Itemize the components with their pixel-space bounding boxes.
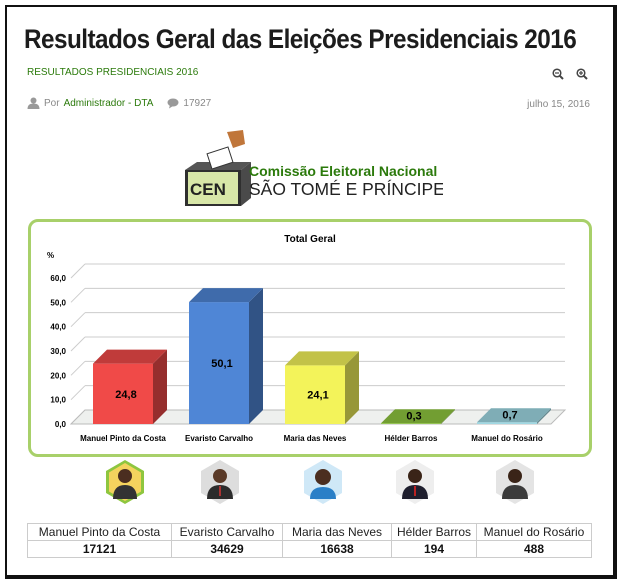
candidate-photo <box>304 460 342 504</box>
result-name-cell: Maria das Neves <box>282 523 392 541</box>
result-votes-cell: 488 <box>476 540 592 558</box>
logo-line2: SÃO TOMÉ E PRÍNCIPE <box>249 178 443 199</box>
grid-line <box>70 360 86 376</box>
bar <box>477 422 537 424</box>
bar-value-label: 0,3 <box>406 410 421 422</box>
candidate-photo <box>496 460 534 504</box>
ballot-box-icon <box>185 130 251 206</box>
result-name-cell: Manuel Pinto da Costa <box>27 523 172 541</box>
y-tick-label: 30,0 <box>50 347 66 356</box>
results-chart: Total Geral % 0,0 10,0 20,0 30,0 40,0 50,0 60,… <box>28 219 592 457</box>
bar-value-label: 24,1 <box>307 390 328 402</box>
grid-line <box>70 336 86 352</box>
bar <box>381 423 441 424</box>
candidate-photo <box>106 460 144 504</box>
results-names-row: Manuel Pinto da Costa Evaristo Carvalho … <box>27 523 592 541</box>
bar-top <box>189 288 263 303</box>
post-meta: Por Administrador - DTA 17927 <box>27 97 211 109</box>
y-tick-label: 40,0 <box>50 323 66 332</box>
candidate-photo <box>396 460 434 504</box>
grid-line <box>70 287 86 303</box>
comment-count[interactable]: 17927 <box>183 97 212 109</box>
category-link[interactable]: RESULTADOS PRESIDENCIAIS 2016 <box>27 67 199 78</box>
x-tick-label: Maria das Neves <box>284 434 347 443</box>
result-votes-cell: 17121 <box>27 540 172 558</box>
x-tick-label: Manuel do Rosário <box>471 434 543 443</box>
y-tick-label: 10,0 <box>50 396 66 405</box>
chart-title: Total Geral <box>284 234 336 245</box>
bar <box>285 365 345 424</box>
y-tick-label: 20,0 <box>50 371 66 380</box>
y-axis-unit: % <box>47 251 55 260</box>
y-tick-label: 50,0 <box>50 298 66 307</box>
zoom-out-icon[interactable] <box>552 68 564 80</box>
bar <box>93 363 153 424</box>
logo-abbr: CEN <box>190 180 226 199</box>
bar <box>189 302 249 424</box>
x-tick-label: Hélder Barros <box>385 434 438 443</box>
bar-top <box>477 408 551 423</box>
results-votes-row: 17121 34629 16638 194 488 <box>27 540 592 558</box>
y-tick-label: 60,0 <box>50 274 66 283</box>
bar-side <box>537 408 551 424</box>
bar-side <box>153 349 167 424</box>
result-name-cell: Manuel do Rosário <box>476 523 592 541</box>
grid-line <box>70 312 86 328</box>
logo-line1: Comissão Eleitoral Nacional <box>249 163 437 179</box>
y-tick-label: 0,0 <box>55 420 67 429</box>
by-prefix: Por <box>44 97 60 109</box>
result-votes-cell: 16638 <box>282 540 392 558</box>
cen-logo: CEN Comissão Eleitoral Nacional SÃO TOMÉ… <box>185 130 443 206</box>
bar-top <box>381 409 455 424</box>
result-name-cell: Evaristo Carvalho <box>171 523 283 541</box>
x-tick-label: Manuel Pinto da Costa <box>80 434 166 443</box>
bar-side <box>441 409 455 424</box>
x-tick-label: Evaristo Carvalho <box>185 434 253 443</box>
author-link[interactable]: Administrador - DTA <box>63 97 154 109</box>
user-icon <box>27 97 40 109</box>
grid-line <box>70 385 86 401</box>
candidate-photo <box>201 460 239 504</box>
grid-line <box>70 263 86 279</box>
bar-value-label: 24,8 <box>115 389 136 401</box>
bar-top <box>93 349 167 364</box>
result-votes-cell: 194 <box>391 540 477 558</box>
results-table: Manuel Pinto da Costa Evaristo Carvalho … <box>27 523 592 558</box>
result-name-cell: Hélder Barros <box>391 523 477 541</box>
post-date: julho 15, 2016 <box>527 99 590 110</box>
bar-side <box>345 351 359 424</box>
page-title: Resultados Geral das Eleições Presidenci… <box>24 24 577 54</box>
candidate-photos <box>0 459 620 505</box>
result-votes-cell: 34629 <box>171 540 283 558</box>
bar-value-label: 0,7 <box>502 409 517 421</box>
comment-icon <box>167 98 179 108</box>
bar-chart-svg: 0,0 10,0 20,0 30,0 40,0 50,0 60,0 24,8 Manuel Pi… <box>50 263 567 443</box>
zoom-in-icon[interactable] <box>576 68 588 80</box>
bar-side <box>249 288 263 424</box>
bar-top <box>285 351 359 366</box>
bar-value-label: 50,1 <box>211 358 232 370</box>
